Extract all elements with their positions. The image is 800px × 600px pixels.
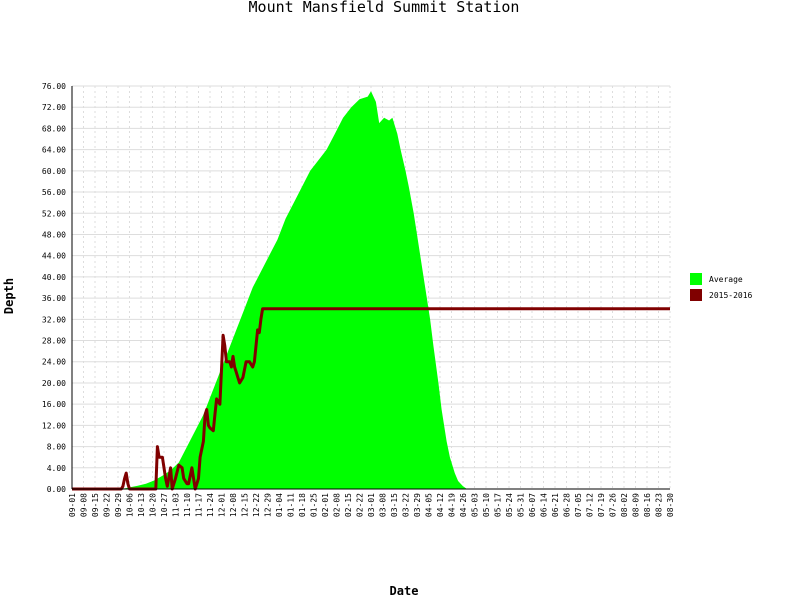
x-tick-label: 08-09 xyxy=(632,493,641,517)
x-tick-label: 03-08 xyxy=(379,493,388,517)
series-average-area xyxy=(72,91,670,490)
x-tick-label: 10-06 xyxy=(126,493,135,517)
y-tick-label: 24.00 xyxy=(42,358,66,367)
x-tick-label: 09-01 xyxy=(68,493,77,517)
x-tick-label: 06-14 xyxy=(540,493,549,517)
x-tick-label: 04-26 xyxy=(459,493,468,517)
x-tick-label: 09-15 xyxy=(91,493,100,517)
x-tick-label: 07-12 xyxy=(586,493,595,517)
legend-label-2015-2016: 2015-2016 xyxy=(709,291,753,300)
x-tick-label: 12-22 xyxy=(252,493,261,517)
x-tick-label: 05-03 xyxy=(471,493,480,517)
legend: Average 2015-2016 xyxy=(690,273,753,301)
x-tick-label: 11-03 xyxy=(172,493,181,517)
x-tick-label: 03-29 xyxy=(413,493,422,517)
x-tick-label: 04-12 xyxy=(436,493,445,517)
y-tick-label: 12.00 xyxy=(42,421,66,430)
x-tick-label: 09-08 xyxy=(80,493,89,517)
legend-swatch-2015-2016 xyxy=(690,289,702,301)
y-tick-label: 20.00 xyxy=(42,379,66,388)
x-tick-label: 01-18 xyxy=(298,493,307,517)
x-tick-label: 03-15 xyxy=(390,493,399,517)
x-tick-label: 05-31 xyxy=(517,493,526,517)
legend-label-average: Average xyxy=(709,275,743,284)
chart-title: Mount Mansfield Summit Station xyxy=(249,0,520,16)
x-tick-label: 07-05 xyxy=(574,493,583,517)
y-tick-labels: 0.00 4.00 8.00 12.00 16.00 20.00 24.00 28.00 32.… xyxy=(42,82,66,494)
x-axis-label: Date xyxy=(390,584,419,598)
x-tick-label: 12-15 xyxy=(241,493,250,517)
y-tick-label: 40.00 xyxy=(42,273,66,282)
series-area xyxy=(72,91,670,491)
x-tick-label: 02-15 xyxy=(344,493,353,517)
x-tick-label: 12-01 xyxy=(218,493,227,517)
y-tick-label: 32.00 xyxy=(42,315,66,324)
x-tick-label: 01-25 xyxy=(310,493,319,517)
x-tick-label: 08-16 xyxy=(643,493,652,517)
series-2015-2016-line xyxy=(72,307,670,491)
x-tick-label: 02-08 xyxy=(333,493,342,517)
x-tick-label: 12-29 xyxy=(264,493,273,517)
y-tick-label: 76.00 xyxy=(42,82,66,91)
x-tick-label: 08-02 xyxy=(620,493,629,517)
x-tick-label: 10-20 xyxy=(149,493,158,517)
x-tick-label: 04-19 xyxy=(448,493,457,517)
x-tick-label: 06-28 xyxy=(563,493,572,517)
x-tick-label: 05-17 xyxy=(494,493,503,517)
x-tick-label: 05-10 xyxy=(482,493,491,517)
y-tick-label: 8.00 xyxy=(47,443,66,452)
x-tick-label: 09-29 xyxy=(114,493,123,517)
x-tick-label: 08-30 xyxy=(666,493,675,517)
x-tick-label: 01-11 xyxy=(287,493,296,517)
x-tick-label: 08-23 xyxy=(655,493,664,517)
y-tick-label: 44.00 xyxy=(42,252,66,261)
y-tick-label: 72.00 xyxy=(42,103,66,112)
x-tick-label: 04-05 xyxy=(425,493,434,517)
y-tick-label: 60.00 xyxy=(42,167,66,176)
y-tick-label: 56.00 xyxy=(42,188,66,197)
x-tick-labels: 09-01 09-08 09-15 09-22 09-29 10-06 10-13 10-20… xyxy=(68,493,675,517)
y-tick-label: 52.00 xyxy=(42,209,66,218)
x-tick-label: 05-24 xyxy=(505,493,514,517)
x-tick-label: 07-19 xyxy=(597,493,606,517)
legend-swatch-average xyxy=(690,273,702,285)
x-tick-label: 03-22 xyxy=(402,493,411,517)
x-tick-label: 03-01 xyxy=(367,493,376,517)
x-tick-label: 11-10 xyxy=(183,493,192,517)
x-tick-label: 10-13 xyxy=(137,493,146,517)
y-tick-label: 4.00 xyxy=(47,464,66,473)
x-tick-label: 12-08 xyxy=(229,493,238,517)
x-tick-label: 01-04 xyxy=(275,493,284,517)
y-tick-label: 16.00 xyxy=(42,400,66,409)
y-tick-label: 36.00 xyxy=(42,294,66,303)
x-tick-label: 06-07 xyxy=(528,493,537,517)
y-tick-label: 64.00 xyxy=(42,146,66,155)
x-tick-label: 11-24 xyxy=(206,493,215,517)
y-tick-label: 0.00 xyxy=(47,485,66,494)
y-tick-label: 68.00 xyxy=(42,124,66,133)
axes xyxy=(71,86,670,490)
x-tick-label: 09-22 xyxy=(103,493,112,517)
x-tick-label: 02-22 xyxy=(356,493,365,517)
x-tick-label: 07-26 xyxy=(609,493,618,517)
x-tick-label: 11-17 xyxy=(195,493,204,517)
y-axis-label: Depth xyxy=(2,278,16,314)
y-tick-label: 48.00 xyxy=(42,230,66,239)
x-tick-label: 02-01 xyxy=(321,493,330,517)
x-tick-label: 10-27 xyxy=(160,493,169,517)
y-tick-label: 28.00 xyxy=(42,337,66,346)
x-tick-label: 06-21 xyxy=(551,493,560,517)
